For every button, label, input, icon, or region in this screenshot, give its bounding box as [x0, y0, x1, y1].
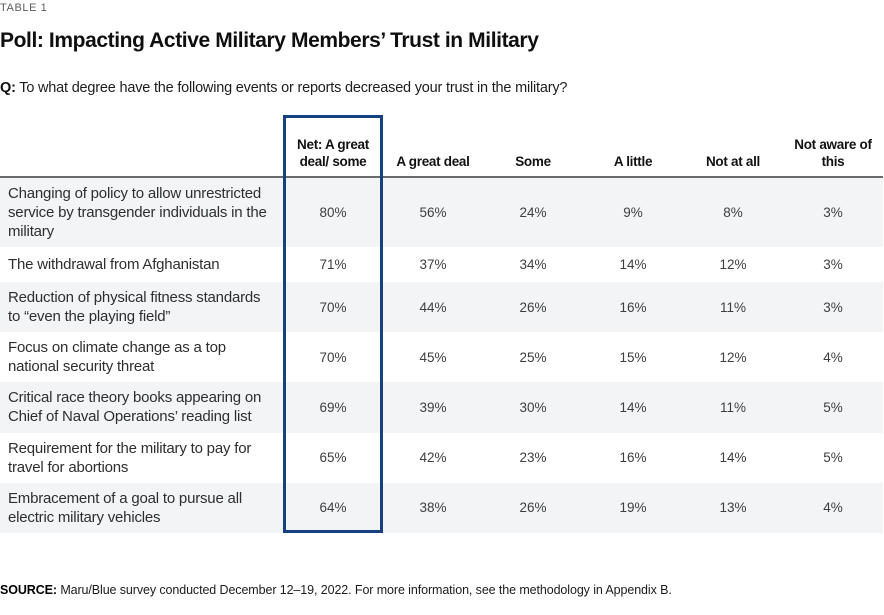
value-cell: 14% — [619, 257, 647, 273]
row-label: Requirement for the military to pay for … — [8, 439, 252, 476]
value-cell: 70% — [319, 299, 347, 315]
table-row: Focus on climate change as a top nationa… — [0, 332, 883, 383]
value-cell: 4% — [823, 349, 843, 365]
value-cell: 71% — [319, 257, 347, 273]
value-cell: 4% — [823, 500, 843, 516]
value-cell: 25% — [519, 349, 547, 365]
table-eyebrow: TABLE 1 — [0, 2, 48, 14]
value-cell: 30% — [519, 399, 547, 415]
column-header: Some — [515, 154, 551, 170]
survey-question: Q: To what degree have the following eve… — [0, 80, 884, 96]
table-row: Requirement for the military to pay for … — [0, 432, 883, 483]
source-note: SOURCE: Maru/Blue survey conducted Decem… — [0, 583, 884, 597]
source-prefix: SOURCE: — [0, 582, 57, 597]
value-cell: 12% — [719, 257, 747, 273]
value-cell: 37% — [419, 257, 447, 273]
value-cell: 65% — [319, 450, 347, 466]
value-cell: 39% — [419, 399, 447, 415]
row-label: Critical race theory books appearing on … — [8, 389, 262, 426]
table-body: Changing of policy to allow unrestricted… — [0, 178, 883, 533]
value-cell: 16% — [619, 299, 647, 315]
value-cell: 14% — [619, 399, 647, 415]
table-row: Critical race theory books appearing on … — [0, 382, 883, 433]
column-header: A little — [613, 154, 653, 170]
table-row: Changing of policy to allow unrestricted… — [0, 178, 883, 248]
value-cell: 26% — [519, 500, 547, 516]
row-label: Reduction of physical fitness standards … — [8, 289, 261, 326]
question-text: To what degree have the following events… — [19, 80, 568, 97]
source-text: Maru/Blue survey conducted December 12–1… — [60, 582, 672, 597]
value-cell: 70% — [319, 349, 347, 365]
value-cell: 69% — [319, 399, 347, 415]
column-header: Net: A great deal/ some — [297, 137, 369, 170]
value-cell: 42% — [419, 450, 447, 466]
value-cell: 24% — [519, 205, 547, 221]
value-cell: 11% — [719, 399, 747, 415]
value-cell: 5% — [823, 399, 843, 415]
value-cell: 19% — [619, 500, 647, 516]
value-cell: 45% — [419, 349, 447, 365]
value-cell: 13% — [719, 500, 747, 516]
table-row: Embracement of a goal to pursue all elec… — [0, 482, 883, 533]
table-row: Reduction of physical fitness standards … — [0, 282, 883, 333]
row-label: Changing of policy to allow unrestricted… — [8, 185, 267, 241]
column-header: Not at all — [705, 154, 760, 170]
value-cell: 80% — [319, 205, 347, 221]
value-cell: 3% — [823, 205, 843, 221]
value-cell: 26% — [519, 299, 547, 315]
value-cell: 34% — [519, 257, 547, 273]
question-prefix: Q: — [0, 80, 16, 97]
value-cell: 3% — [823, 257, 843, 273]
value-cell: 3% — [823, 299, 843, 315]
value-cell: 11% — [719, 299, 747, 315]
value-cell: 56% — [419, 205, 447, 221]
value-cell: 23% — [519, 450, 547, 466]
row-label: Embracement of a goal to pursue all elec… — [8, 489, 242, 526]
value-cell: 15% — [619, 349, 647, 365]
value-cell: 5% — [823, 450, 843, 466]
value-cell: 12% — [719, 349, 747, 365]
poll-table: Net: A great deal/ some A great deal Some A… — [0, 115, 883, 533]
value-cell: 14% — [719, 450, 747, 466]
value-cell: 64% — [319, 500, 347, 516]
row-label: The withdrawal from Afghanistan — [8, 256, 220, 274]
table-row: The withdrawal from Afghanistan 71% 37% 34%… — [0, 247, 883, 283]
value-cell: 38% — [419, 500, 447, 516]
value-cell: 44% — [419, 299, 447, 315]
value-cell: 16% — [619, 450, 647, 466]
column-header: Not aware of this — [794, 137, 872, 170]
table-header-row: Net: A great deal/ some A great deal Some A… — [0, 115, 883, 179]
column-header: A great deal — [396, 154, 470, 170]
value-cell: 8% — [723, 205, 743, 221]
page-title: Poll: Impacting Active Military Members’… — [0, 29, 539, 52]
value-cell: 9% — [623, 205, 643, 221]
row-label: Focus on climate change as a top nationa… — [8, 339, 226, 376]
